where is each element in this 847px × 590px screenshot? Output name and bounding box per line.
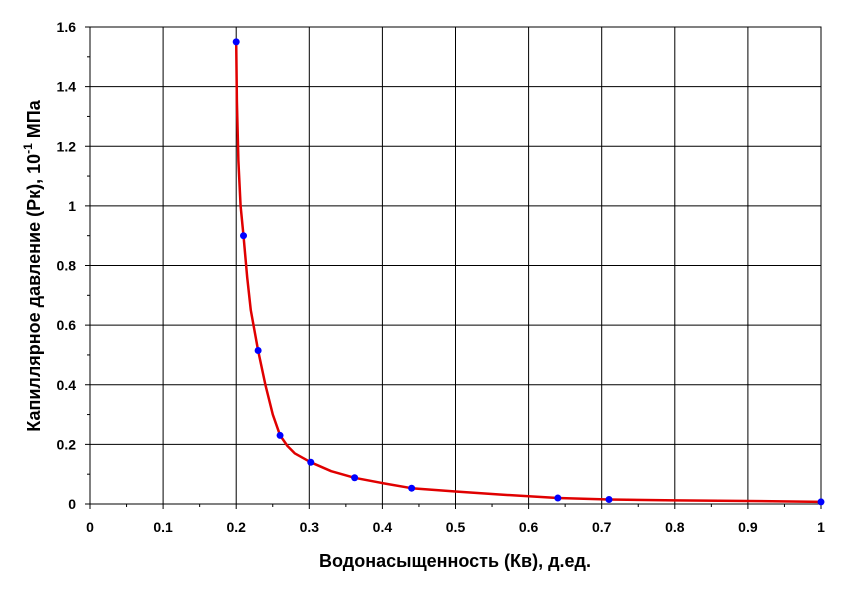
data-point [408,484,416,492]
y-tick-label: 0 [68,496,76,512]
y-tick-label: 1 [68,198,76,214]
y-tick-label: 1.2 [57,138,77,154]
y-tick-label: 1.4 [57,79,77,95]
y-tick-label: 1.6 [57,19,77,35]
data-point [554,494,562,502]
x-tick-label: 0.3 [300,519,320,535]
plot-border [89,26,822,505]
x-tick-label: 0.7 [592,519,612,535]
series-layer [232,38,825,506]
x-tick-label: 0.1 [153,519,173,535]
data-point [240,232,248,240]
x-tick-label: 0.8 [665,519,685,535]
axes [85,26,822,509]
data-point [817,498,825,506]
x-tick-label: 0.2 [226,519,246,535]
x-axis-title: Водонасыщенность (Кв), д.ед. [319,551,591,571]
y-tick-label: 0.4 [57,377,77,393]
x-tick-label: 0.5 [446,519,466,535]
y-axis-title: Капиллярное давление (Рк), 10-1 МПа [21,99,44,431]
y-tick-labels: 0 0.2 0.4 0.6 0.8 1 1.2 1.4 1.6 [57,19,77,512]
x-tick-label: 1 [817,519,825,535]
x-tick-label: 0.6 [519,519,539,535]
y-tick-label: 0.2 [57,436,77,452]
data-point [232,38,240,46]
y-tick-label: 0.8 [57,258,77,274]
data-point [254,346,262,354]
y-axis-title-unit: МПа [24,99,44,143]
x-tick-labels: 0 0.1 0.2 0.3 0.4 0.5 0.6 0.7 0.8 0.9 1 [86,519,825,535]
x-tick-label: 0 [86,519,94,535]
y-axis-title-main: Капиллярное давление (Рк), 10 [24,154,44,432]
y-tick-label: 0.6 [57,317,77,333]
data-point [276,431,284,439]
data-point [307,458,315,466]
data-point [351,474,359,482]
x-tick-label: 0.4 [373,519,393,535]
data-point [605,496,613,504]
y-axis-title-exponent: -1 [21,143,35,154]
x-tick-label: 0.9 [738,519,758,535]
